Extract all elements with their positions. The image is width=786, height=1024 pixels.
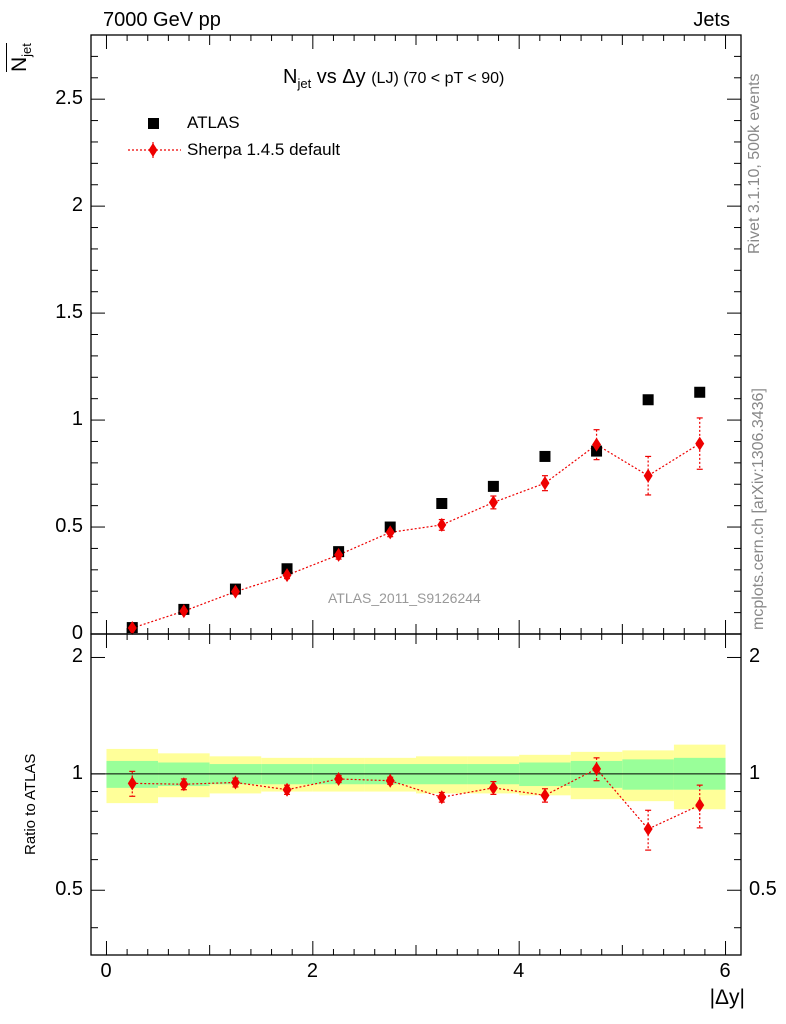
mc-point <box>230 775 240 790</box>
mc-point <box>592 761 602 776</box>
legend-label-atlas: ATLAS <box>187 113 240 132</box>
mc-point <box>179 604 189 619</box>
mc-point <box>282 568 292 583</box>
data-point <box>436 498 448 510</box>
mc-point <box>540 476 550 491</box>
data-point <box>694 386 706 398</box>
x-tick-label: 2 <box>306 960 318 982</box>
mc-line <box>132 443 701 629</box>
x-tick-label: 4 <box>513 960 525 982</box>
header-left: 7000 GeV pp <box>103 9 221 31</box>
mc-point <box>437 790 447 805</box>
watermark: ATLAS_2011_S9126244 <box>328 590 481 606</box>
x-tick-label: 6 <box>719 960 731 982</box>
mc-point <box>695 798 705 813</box>
mc-point <box>592 437 602 452</box>
band-inner-bin <box>622 759 674 790</box>
axis-ticks <box>91 34 741 955</box>
y-tick-label-main: 2.5 <box>55 87 83 110</box>
y-tick-label-main: 1 <box>71 408 83 431</box>
y-tick-label-main: 1.5 <box>55 301 83 324</box>
mc-connecting-lines <box>132 443 701 830</box>
y-tick-label-ratio-right: 1 <box>749 761 761 784</box>
header-right: Jets <box>693 9 730 31</box>
y-tick-label-main: 0 <box>71 622 83 644</box>
mc-point <box>488 780 498 795</box>
mc-point <box>643 822 653 837</box>
chart-title: Njet vs Δy (LJ) (70 < pT < 90) <box>283 66 505 91</box>
mc-point <box>385 773 395 788</box>
y-tick-label-ratio-left: 0.5 <box>55 878 83 901</box>
legend-marker-sherpa <box>148 143 158 157</box>
mc-point <box>540 788 550 803</box>
legend-label-sherpa: Sherpa 1.4.5 default <box>187 140 341 159</box>
uncertainty-bands <box>106 744 726 810</box>
mc-line <box>132 768 700 830</box>
mc-point <box>334 547 344 562</box>
data-point <box>642 394 654 406</box>
y-tick-label-main: 0.5 <box>55 515 83 538</box>
mc-point <box>643 468 653 483</box>
x-axis-label: |Δy| <box>709 986 745 1009</box>
y-tick-label-main: 2 <box>71 194 83 217</box>
mc-points <box>127 436 705 837</box>
mc-point <box>334 771 344 786</box>
rivet-info: Rivet 3.1.10, 500k events <box>746 73 763 254</box>
mcplots-info: mcplots.cern.ch [arXiv:1306.3436] <box>750 388 767 630</box>
mc-point <box>695 436 705 451</box>
main-y-label: Njet <box>6 43 35 72</box>
y-tick-label-ratio-right: 0.5 <box>749 878 777 901</box>
y-tick-label-ratio-right: 2 <box>749 645 761 668</box>
legend-marker-atlas <box>148 118 159 129</box>
legend-markers <box>128 118 181 158</box>
data-point <box>487 480 499 492</box>
mc-point <box>437 517 447 532</box>
ratio-frame <box>90 633 742 956</box>
mc-point <box>385 525 395 540</box>
mc-point <box>488 495 498 510</box>
x-tick-label: 0 <box>100 960 112 982</box>
mc-point <box>127 621 137 636</box>
data-point <box>539 450 551 462</box>
y-tick-label-ratio-left: 1 <box>71 761 83 784</box>
mc-point <box>230 584 240 599</box>
ratio-y-label: Ratio to ATLAS <box>22 753 39 855</box>
mc-point <box>282 782 292 797</box>
mc-point <box>179 777 189 792</box>
mc-point <box>127 776 137 791</box>
y-tick-label-ratio-left: 2 <box>71 645 83 668</box>
